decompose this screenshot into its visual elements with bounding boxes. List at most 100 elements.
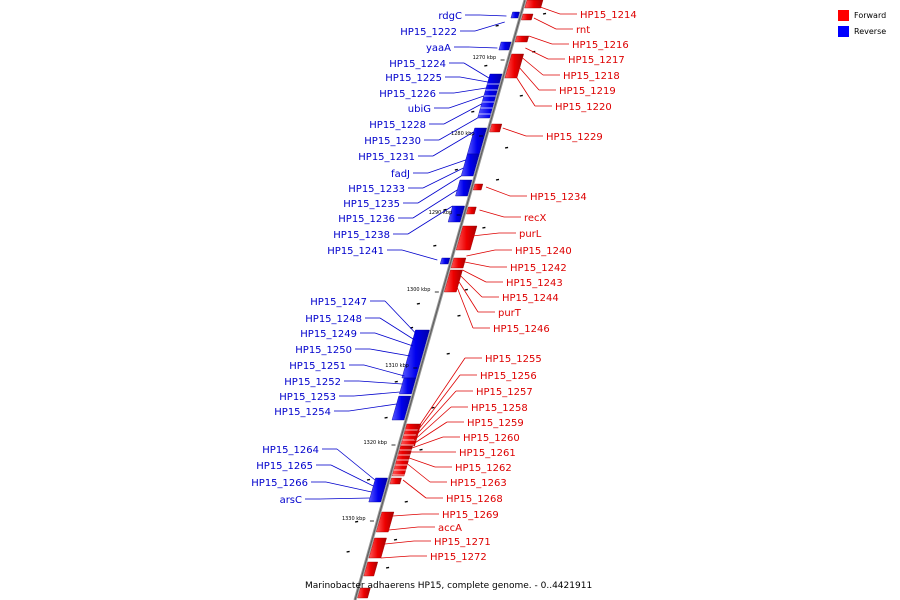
reverse-gene-block [399,377,417,395]
forward-gene-block [450,257,467,269]
forward-gene-label-hp15-1219: HP15_1219 [559,86,616,97]
reverse-gene-label-rdgc: rdgC [438,11,462,22]
reverse-gene-block [455,179,473,197]
forward-gene-block [389,477,402,485]
reverse-gene-label-hp15-1254: HP15_1254 [274,407,331,418]
gene-dash [495,178,500,181]
reverse-leader-line [427,159,466,174]
reverse-leader-line [379,317,415,341]
forward-leader-line [466,249,496,257]
scale-ticks: 1270 kbp 1280 kbp 1290 kbp 1300 kbp 1310 kbp… [342,12,547,569]
reverse-leader-line [468,46,498,49]
forward-leaders [380,5,577,559]
forward-gene-block [376,511,395,533]
forward-gene-label-hp15-1234: HP15_1234 [530,192,587,203]
forward-gene-label-hp15-1271: HP15_1271 [434,537,491,548]
reverse-gene-block [447,205,465,223]
forward-gene-block [363,561,379,577]
gene-dash [482,226,486,229]
reverse-gene-label-arsc: arsC [280,495,302,506]
genome-backbone-highlight [354,0,526,600]
forward-gene-block [521,13,534,21]
forward-leader-line [460,275,483,298]
gene-dash [433,244,437,247]
forward-gene-block [514,35,530,43]
gene-dash [519,94,523,97]
gene-dash [443,208,447,211]
reverse-gene-label-hp15-1253: HP15_1253 [279,392,336,403]
forward-leader-line [537,5,561,15]
forward-gene-label-hp15-1258: HP15_1258 [471,403,528,414]
forward-leader-line [415,390,457,437]
gene-dash [542,12,547,15]
reverse-gene-label-hp15-1230: HP15_1230 [364,136,421,147]
forward-leader-line [458,281,479,313]
reverse-gene-label-hp15-1233: HP15_1233 [348,184,405,195]
forward-leader-line [502,127,527,137]
reverse-leader-line [407,205,453,235]
reverse-gene-label-hp15-1247: HP15_1247 [310,297,367,308]
reverse-gene-label-ubig: ubiG [408,104,431,115]
reverse-leader-line [384,300,417,335]
forward-leader-line [464,261,491,268]
reverse-gene-label-hp15-1251: HP15_1251 [289,361,346,372]
forward-leader-line [516,77,536,107]
reverse-leaders [305,14,507,500]
gene-dash [484,64,488,67]
reverse-leader-line [369,348,411,357]
reverse-gene-label-hp15-1238: HP15_1238 [333,230,390,241]
forward-leader-line [402,479,427,499]
reverse-marks [368,11,520,503]
forward-leader-line [472,232,500,237]
reverse-gene-block [391,395,412,421]
legend-label-forward: Forward [854,11,886,20]
forward-gene-label-hp15-1216: HP15_1216 [572,40,629,51]
reverse-gene-label-hp15-1222: HP15_1222 [400,27,457,38]
reverse-leader-line [330,464,374,487]
scale-tick-label: 1270 kbp [473,55,497,61]
forward-gene-label-hp15-1259: HP15_1259 [467,418,524,429]
forward-gene-block [489,123,503,133]
gene-dash [384,416,388,419]
reverse-leader-line [463,62,490,79]
reverse-gene-block [510,11,520,19]
forward-leader-line [409,457,436,468]
gene-dash [454,168,458,171]
reverse-leader-line [363,364,405,377]
forward-gene-label-hp15-1263: HP15_1263 [450,478,507,489]
forward-leader-line [533,17,557,30]
reverse-gene-block [439,257,451,265]
forward-leader-line [417,357,466,429]
gene-dash [416,302,421,305]
reverse-leader-line [348,403,397,412]
reverse-gene-block [498,41,512,51]
forward-gene-label-hp15-1260: HP15_1260 [463,433,520,444]
reverse-leader-line [401,249,438,261]
forward-leader-line [414,406,452,441]
reverse-gene-label-fadj: fadJ [391,169,410,180]
reverse-leader-line [374,332,414,347]
forward-leader-line [416,374,461,433]
forward-gene-label-hp15-1218: HP15_1218 [563,71,620,82]
forward-leader-line [485,186,511,197]
forward-gene-label-hp15-1229: HP15_1229 [546,132,603,143]
forward-gene-label-hp15-1255: HP15_1255 [485,354,542,365]
forward-leader-line [462,269,487,283]
reverse-leader-line [474,21,505,32]
gene-dash [464,288,468,291]
forward-marks [357,0,544,599]
forward-leader-line [457,287,474,329]
forward-gene-label-purt: purT [498,308,522,319]
reverse-leader-line [417,175,462,204]
forward-leader-line [519,67,540,91]
forward-gene-label-hp15-1261: HP15_1261 [459,448,516,459]
reverse-gene-label-hp15-1226: HP15_1226 [379,89,436,100]
reverse-gene-label-hp15-1264: HP15_1264 [262,445,319,456]
gene-dash [446,352,450,355]
reverse-gene-label-hp15-1231: HP15_1231 [358,152,415,163]
reverse-gene-block [368,477,388,503]
forward-leader-line [525,47,549,60]
forward-leader-line [411,436,444,449]
gene-dash [495,24,499,27]
